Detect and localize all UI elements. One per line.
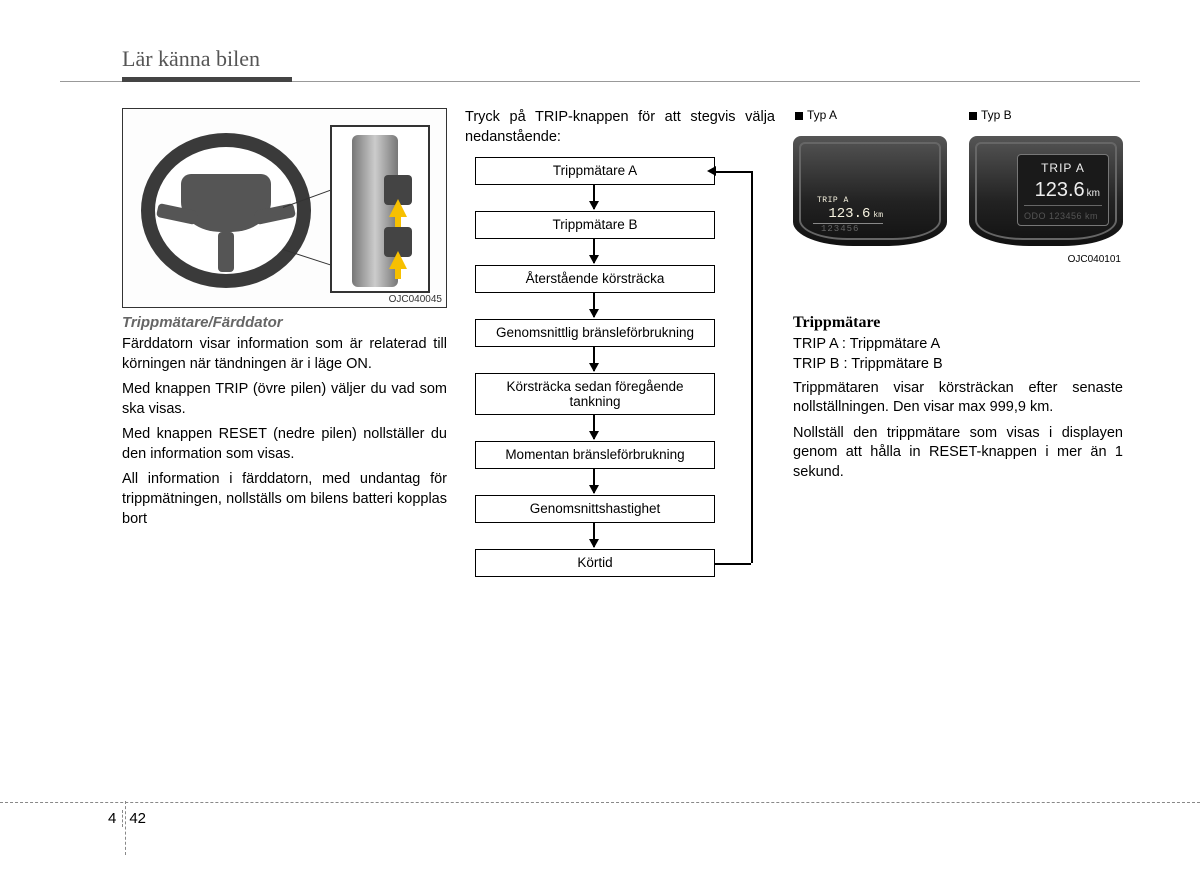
lcd-odo: ODO 123456 km [1024,211,1098,221]
flow-step-box: Trippmätare A [475,157,715,185]
paragraph: Nollställ den trippmätare som visas i di… [793,424,1123,483]
flow-intro-text: Tryck på TRIP-knappen för att stegvis vä… [465,108,775,147]
instrument-cluster-b: TRIP A 123.6km ODO 123456 km [969,136,1123,246]
flow-return-line [715,563,751,565]
section-title: Lär känna bilen [122,46,260,72]
figure-steering-wheel: OJC040045 [122,108,447,308]
variant-b-text: Typ B [981,108,1012,122]
page-header: Lär känna bilen [60,40,1140,82]
square-bullet-icon [969,112,977,120]
lcd-trip-value: 123.6km [1035,179,1100,202]
flow-step-box: Återstående körsträcka [475,265,715,293]
arrow-stem-icon [395,267,401,279]
flow-arrow-down-icon [593,293,595,317]
flowchart: Trippmätare A Trippmätare B Återstående kö… [465,157,775,637]
footer-rule [0,802,1200,803]
definition-line: TRIP A : Trippmätare A [793,334,1123,354]
column-middle: Tryck på TRIP-knappen för att stegvis vä… [465,108,775,637]
figure-displays: Typ A Typ B TRIP A 123.6km 123456 TRIP A… [793,108,1123,308]
subsection-heading: Trippmätare [793,314,1123,332]
flow-return-arrowhead-icon [707,166,716,176]
paragraph: All information i färddatorn, med undant… [122,470,447,529]
paragraph: Trippmätaren visar körsträckan efter sen… [793,379,1123,418]
flow-arrow-down-icon [593,347,595,371]
detail-inset [330,125,430,293]
flow-arrow-down-icon [593,239,595,263]
content-columns: OJC040045 Trippmätare/Färddator Färddato… [60,108,1140,637]
variant-a-text: Typ A [807,108,837,122]
figure-code: OJC040045 [389,294,442,305]
figure-code: OJC040101 [1068,254,1121,265]
paragraph: Med knappen TRIP (övre pilen) väljer du … [122,380,447,419]
flow-return-line [715,171,751,173]
lcd-divider [1024,205,1102,206]
lcd-trip-label: TRIP A [1018,161,1108,175]
column-left: OJC040045 Trippmätare/Färddator Färddato… [122,108,447,637]
lcd-trip-label: TRIP A [817,196,849,205]
page-number-value: 42 [129,810,146,827]
variant-label-a: Typ A [795,108,837,122]
square-bullet-icon [795,112,803,120]
paragraph: Färddatorn visar information som är rela… [122,335,447,374]
definition-line: TRIP B : Trippmätare B [793,354,1123,374]
flow-return-line [751,171,753,563]
subsection-heading: Trippmätare/Färddator [122,314,447,331]
variant-label-b: Typ B [969,108,1012,122]
flow-arrow-down-icon [593,469,595,493]
paragraph: Med knappen RESET (nedre pilen) nollstäl… [122,425,447,464]
flow-step-box: Körsträcka sedan föregående tankning [475,373,715,415]
instrument-cluster-a: TRIP A 123.6km 123456 [793,136,947,246]
header-accent-bar [122,77,292,82]
flow-arrow-down-icon [593,523,595,547]
flow-step-box: Trippmätare B [475,211,715,239]
page-number: 4 42 [108,810,146,827]
lcd-panel: TRIP A 123.6km ODO 123456 km [1017,154,1109,226]
chapter-number: 4 [108,810,123,827]
flow-step-box: Genomsnittshastighet [475,495,715,523]
arrow-stem-icon [395,215,401,227]
flow-arrow-down-icon [593,415,595,439]
lcd-odo: 123456 [821,224,859,234]
steering-wheel-icon [141,133,311,288]
flow-step-box: Momentan bränsleförbrukning [475,441,715,469]
flow-arrow-down-icon [593,185,595,209]
lcd-trip-value: 123.6km [813,206,883,224]
flow-step-box: Genomsnittlig bränsleförbrukning [475,319,715,347]
column-right: Typ A Typ B TRIP A 123.6km 123456 TRIP A… [793,108,1123,637]
wheel-spoke-icon [218,232,234,272]
flow-step-box: Körtid [475,549,715,577]
